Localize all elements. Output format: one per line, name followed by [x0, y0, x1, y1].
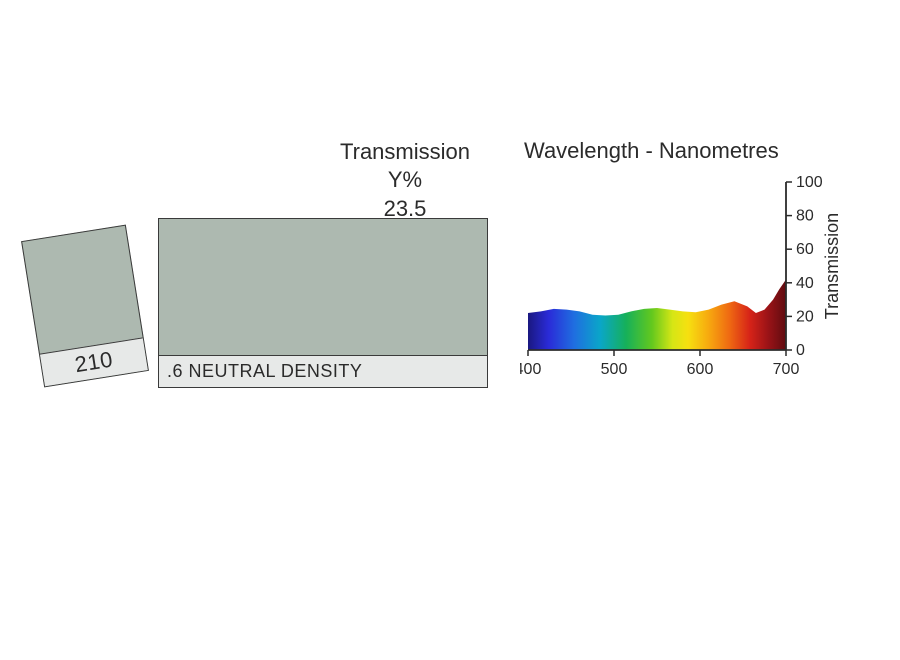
chart-plot: 400 500 600 700 0 20 40 60 80 100 Transmission	[520, 172, 860, 390]
transmission-label-1: Transmission	[340, 139, 470, 164]
spectrum-chart: Wavelength - Nanometres 4005006007000204…	[520, 138, 880, 390]
svg-text:500: 500	[601, 361, 628, 378]
svg-text:60: 60	[796, 241, 814, 258]
svg-text:700: 700	[773, 361, 800, 378]
transmission-value: 23.5	[290, 195, 520, 223]
filter-name: .6 NEUTRAL DENSITY	[167, 361, 362, 382]
svg-text:100: 100	[796, 174, 823, 191]
svg-text:40: 40	[796, 275, 814, 292]
svg-text:Transmission: Transmission	[822, 213, 842, 319]
svg-text:20: 20	[796, 308, 814, 325]
filter-number: 210	[73, 346, 115, 378]
filter-swatch-large: .6 NEUTRAL DENSITY	[158, 218, 488, 388]
chart-svg: 400 500 600 700 0 20 40 60 80 100 Transmission	[520, 172, 860, 390]
svg-text:600: 600	[687, 361, 714, 378]
transmission-label-2: Y%	[388, 167, 422, 192]
filter-number-strip: 210	[40, 337, 148, 386]
transmission-heading: Transmission Y% 23.5	[290, 138, 520, 223]
svg-text:400: 400	[520, 361, 541, 378]
svg-text:0: 0	[796, 342, 805, 359]
figure-root: 210 .6 NEUTRAL DENSITY Transmission Y% 2…	[0, 0, 900, 660]
svg-text:80: 80	[796, 208, 814, 225]
chart-title: Wavelength - Nanometres	[524, 138, 880, 164]
filter-name-strip: .6 NEUTRAL DENSITY	[159, 355, 487, 387]
filter-swatch-small: 210	[21, 225, 149, 388]
